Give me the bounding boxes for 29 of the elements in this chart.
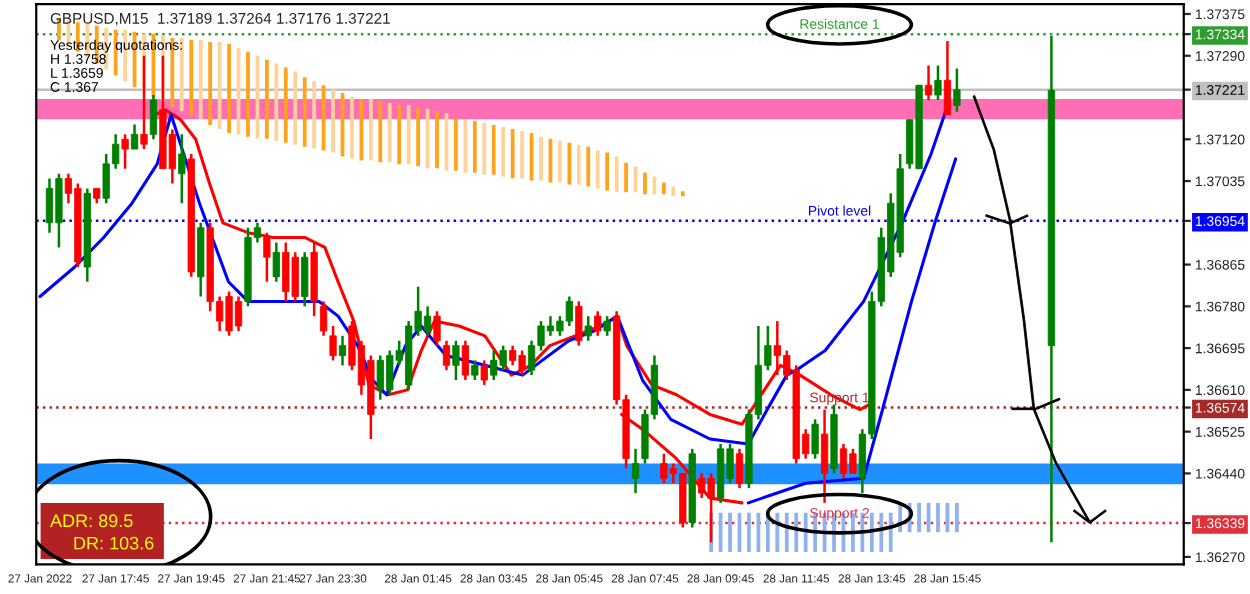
candlestick bbox=[329, 324, 337, 362]
candlestick bbox=[301, 251, 309, 308]
candlestick bbox=[575, 300, 583, 347]
candlestick bbox=[943, 39, 952, 116]
annotation: ADR: 89.5 bbox=[50, 514, 133, 528]
candlestick bbox=[820, 408, 829, 505]
candlestick bbox=[811, 418, 819, 460]
candlestick bbox=[603, 314, 611, 338]
candlestick bbox=[631, 447, 640, 495]
candlestick bbox=[121, 133, 129, 171]
candlestick bbox=[480, 359, 488, 387]
candlestick bbox=[953, 67, 961, 114]
candlestick bbox=[584, 314, 592, 342]
candlestick bbox=[452, 339, 460, 382]
candlestick bbox=[735, 447, 744, 490]
candlestick bbox=[471, 359, 479, 382]
annotation: DR: 103.6 bbox=[74, 536, 154, 550]
candlestick bbox=[594, 310, 602, 338]
candlestick bbox=[272, 241, 280, 284]
candlestick bbox=[263, 231, 271, 284]
candlestick bbox=[442, 339, 451, 372]
candlestick bbox=[178, 133, 186, 205]
candlestick bbox=[934, 64, 942, 102]
candlestick bbox=[924, 64, 933, 102]
candlestick bbox=[338, 334, 347, 367]
candlestick bbox=[130, 123, 139, 151]
candlestick bbox=[319, 300, 328, 338]
candlestick bbox=[461, 339, 470, 382]
candlestick bbox=[433, 310, 441, 347]
